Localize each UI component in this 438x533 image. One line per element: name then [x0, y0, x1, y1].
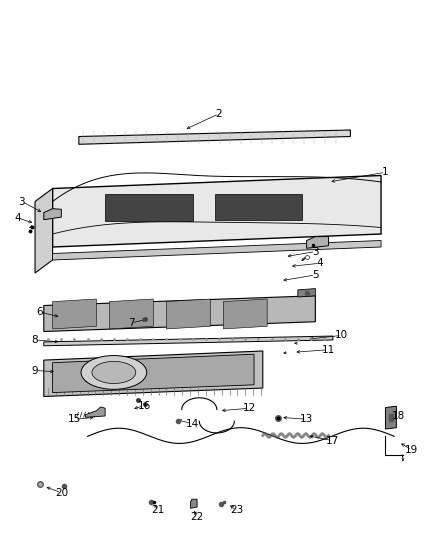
Polygon shape	[79, 130, 350, 144]
Text: 16: 16	[138, 401, 151, 410]
Polygon shape	[110, 299, 153, 329]
Text: 21: 21	[151, 505, 164, 515]
Polygon shape	[385, 406, 396, 429]
Polygon shape	[191, 499, 197, 508]
FancyBboxPatch shape	[105, 193, 193, 221]
FancyBboxPatch shape	[215, 193, 302, 220]
Ellipse shape	[92, 361, 136, 384]
Text: 3: 3	[312, 247, 319, 256]
Text: 4: 4	[14, 213, 21, 223]
Polygon shape	[44, 296, 315, 332]
Text: 19: 19	[405, 445, 418, 455]
Text: 18: 18	[392, 411, 405, 421]
Text: 9: 9	[32, 366, 39, 376]
Text: 7: 7	[128, 318, 135, 328]
Text: 10: 10	[335, 330, 348, 341]
Text: 17: 17	[326, 435, 339, 446]
Polygon shape	[53, 240, 381, 260]
Polygon shape	[53, 175, 381, 247]
Polygon shape	[298, 288, 315, 297]
Polygon shape	[166, 299, 210, 329]
Polygon shape	[223, 299, 267, 329]
Ellipse shape	[81, 356, 147, 389]
Text: 13: 13	[300, 414, 313, 424]
Text: 8: 8	[32, 335, 39, 345]
Polygon shape	[53, 354, 254, 393]
Text: 15: 15	[68, 414, 81, 424]
Text: 23: 23	[230, 505, 243, 515]
Text: 6: 6	[36, 307, 43, 317]
Text: 5: 5	[312, 270, 319, 280]
Text: 1: 1	[382, 167, 389, 177]
Polygon shape	[53, 299, 96, 329]
Polygon shape	[85, 407, 105, 417]
Text: 3: 3	[18, 197, 25, 206]
Polygon shape	[35, 189, 53, 273]
Text: 14: 14	[186, 419, 199, 429]
Polygon shape	[44, 336, 333, 346]
Text: 22: 22	[191, 512, 204, 522]
Text: 11: 11	[322, 345, 335, 354]
Text: 4: 4	[316, 259, 323, 268]
Polygon shape	[307, 237, 328, 248]
Text: 20: 20	[55, 488, 68, 498]
Text: 2: 2	[215, 109, 223, 119]
Polygon shape	[44, 351, 263, 397]
Polygon shape	[44, 208, 61, 220]
Text: 12: 12	[243, 403, 256, 413]
